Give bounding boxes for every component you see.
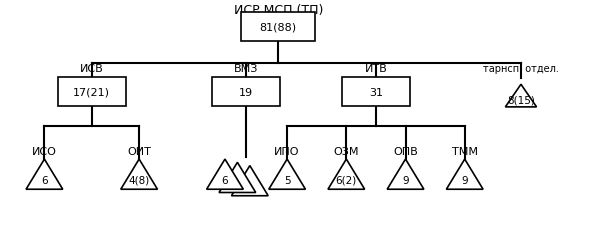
Text: 9: 9 bbox=[461, 175, 468, 185]
Text: ИСР МСП (ТП): ИСР МСП (ТП) bbox=[234, 4, 323, 17]
Polygon shape bbox=[231, 166, 268, 196]
Text: ОПВ: ОПВ bbox=[393, 146, 418, 156]
Polygon shape bbox=[207, 159, 243, 189]
Text: ОИТ: ОИТ bbox=[127, 146, 151, 156]
FancyBboxPatch shape bbox=[342, 78, 410, 107]
Text: 5: 5 bbox=[284, 175, 291, 185]
Text: ИТВ: ИТВ bbox=[365, 63, 387, 73]
Polygon shape bbox=[219, 163, 256, 193]
Text: ТММ: ТММ bbox=[452, 146, 478, 156]
Text: ОЗМ: ОЗМ bbox=[333, 146, 359, 156]
Text: 9: 9 bbox=[402, 175, 409, 185]
Text: 4(8): 4(8) bbox=[128, 175, 150, 185]
Polygon shape bbox=[269, 159, 305, 189]
Text: 17(21): 17(21) bbox=[73, 87, 110, 97]
Text: 6: 6 bbox=[221, 175, 229, 185]
Text: 8(15): 8(15) bbox=[507, 95, 535, 105]
Text: 19: 19 bbox=[239, 87, 253, 97]
FancyBboxPatch shape bbox=[58, 78, 126, 107]
Polygon shape bbox=[387, 159, 424, 189]
Text: ИСО: ИСО bbox=[32, 146, 57, 156]
Text: 6(2): 6(2) bbox=[336, 175, 357, 185]
Text: 31: 31 bbox=[369, 87, 383, 97]
FancyBboxPatch shape bbox=[242, 13, 316, 42]
Text: ИСВ: ИСВ bbox=[80, 63, 104, 73]
Text: ВМЗ: ВМЗ bbox=[233, 63, 258, 73]
Polygon shape bbox=[506, 85, 536, 107]
FancyBboxPatch shape bbox=[212, 78, 279, 107]
Text: ИПО: ИПО bbox=[274, 146, 300, 156]
Polygon shape bbox=[26, 159, 63, 189]
Polygon shape bbox=[328, 159, 365, 189]
Text: 81(88): 81(88) bbox=[260, 23, 297, 33]
Polygon shape bbox=[121, 159, 157, 189]
Text: тарнсп. отдел.: тарнсп. отдел. bbox=[483, 63, 559, 73]
Polygon shape bbox=[446, 159, 483, 189]
Text: 6: 6 bbox=[41, 175, 48, 185]
